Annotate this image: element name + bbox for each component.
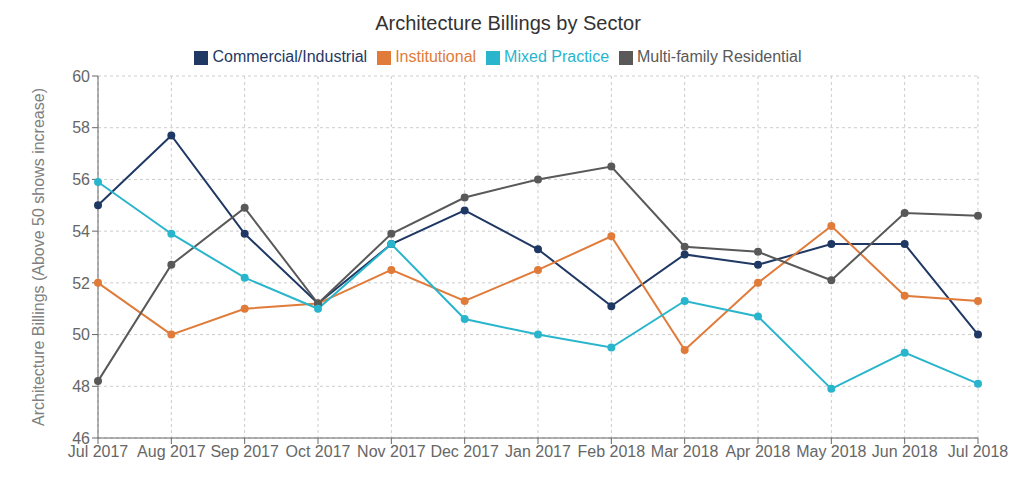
svg-text:46: 46 (72, 430, 90, 447)
svg-text:Jan 2017: Jan 2017 (505, 443, 571, 460)
svg-text:54: 54 (72, 223, 90, 240)
html-text:Mixed Practice: Mixed Practice (504, 48, 609, 65)
svg-text:Sep 2017: Sep 2017 (210, 443, 279, 460)
svg-text:50: 50 (72, 326, 90, 343)
svg-text:Nov 2017: Nov 2017 (357, 443, 426, 460)
svg-text:Aug 2017: Aug 2017 (137, 443, 206, 460)
svg-text:Apr 2018: Apr 2018 (726, 443, 791, 460)
svg-text:56: 56 (72, 171, 90, 188)
svg-text:Jun 2018: Jun 2018 (872, 443, 938, 460)
svg-text:52: 52 (72, 275, 90, 292)
svg-text:May 2018: May 2018 (796, 443, 866, 460)
svg-text:48: 48 (72, 378, 90, 395)
html-text:Multi-family Residential: Multi-family Residential (637, 48, 802, 65)
svg-text:Jul 2017: Jul 2017 (67, 443, 129, 461)
svg-text:60: 60 (72, 68, 90, 85)
svg-text:Jul 2018: Jul 2018 (948, 443, 1008, 460)
svg-text:Architecture Billings (Above 5: Architecture Billings (Above 50 shows in… (30, 88, 47, 426)
svg-text:Feb 2018: Feb 2018 (578, 443, 646, 460)
html-text:Institutional: Institutional (395, 48, 477, 65)
svg-text:58: 58 (72, 119, 90, 136)
svg-text:Mar 2018: Mar 2018 (651, 443, 719, 460)
html-text:Architecture Billings by Secto: Architecture Billings by Sector (375, 12, 641, 34)
svg-text:Dec 2017: Dec 2017 (430, 443, 499, 460)
svg-text:Oct 2017: Oct 2017 (286, 443, 351, 460)
html-text:Commercial/Industrial: Commercial/Industrial (212, 48, 368, 65)
